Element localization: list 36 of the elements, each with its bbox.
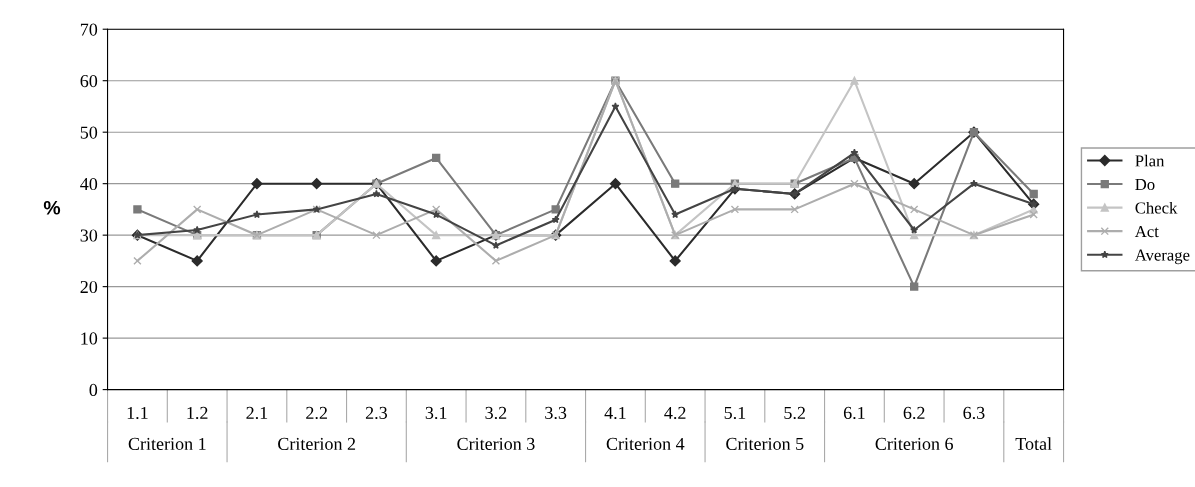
y-tick-label: 50	[80, 126, 98, 139]
y-tick-label: 20	[80, 280, 98, 294]
x-tick-label: 5.2	[784, 406, 805, 420]
x-tick-label: 6.2	[903, 406, 925, 420]
x-tick-label: 1.2	[187, 406, 208, 420]
x-tick-label: 2.2	[306, 406, 327, 420]
y-tick-label: 0	[89, 383, 98, 397]
text: Criterion 5	[726, 437, 804, 450]
x-tick-label: 3.2	[485, 406, 507, 420]
y-axis-title: %	[43, 200, 61, 215]
legend-label: Plan	[1135, 154, 1165, 167]
text: Criterion 1	[128, 437, 206, 450]
x-tick-label: 5.1	[724, 406, 746, 420]
x-tick-label: 2.3	[365, 406, 387, 420]
x-tick-label: 3.1	[425, 406, 447, 420]
legend-label: Check	[1135, 201, 1178, 214]
y-tick-label: 10	[81, 332, 98, 345]
y-tick-label: 60	[80, 74, 98, 88]
x-tick-label: 4.1	[604, 406, 626, 420]
text: Criterion 2	[278, 437, 356, 450]
x-tick-label: 3.3	[545, 406, 567, 420]
legend-label: Average	[1134, 249, 1190, 265]
legend-label: Do	[1135, 178, 1155, 191]
x-tick-label: 6.1	[843, 406, 865, 420]
text: Criterion 4	[606, 437, 685, 450]
text: Criterion 3	[457, 437, 535, 450]
y-tick-label: 70	[80, 23, 98, 36]
text: Total	[1015, 437, 1052, 450]
y-tick-label: 30	[80, 229, 98, 242]
x-tick-label: 6.3	[963, 406, 985, 420]
text: Criterion 6	[875, 437, 953, 450]
x-tick-label: 4.2	[664, 406, 686, 420]
x-tick-label: 1.1	[127, 406, 148, 420]
legend-label: Act	[1134, 225, 1159, 238]
x-tick-label: 2.1	[246, 406, 268, 420]
y-tick-label: 40	[80, 177, 98, 191]
